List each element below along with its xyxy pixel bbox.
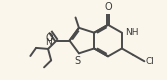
Text: S: S	[75, 56, 81, 66]
Text: N: N	[45, 38, 51, 47]
Text: O: O	[104, 2, 112, 12]
Text: O: O	[45, 33, 53, 43]
Text: Cl: Cl	[145, 57, 154, 66]
Text: NH: NH	[125, 28, 139, 37]
